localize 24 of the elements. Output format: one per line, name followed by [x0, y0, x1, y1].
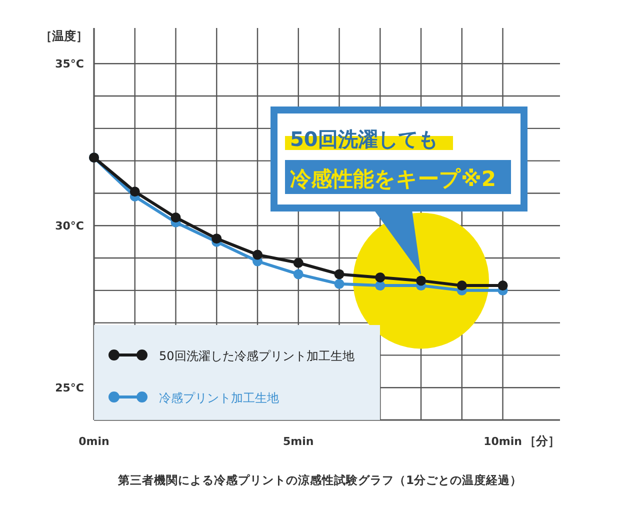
point [170, 212, 181, 223]
point [416, 276, 426, 286]
point [456, 280, 467, 291]
point [293, 269, 304, 280]
x-tick-label: 0min [78, 435, 110, 448]
x-axis-title: ［分］ [524, 434, 560, 448]
point [252, 250, 263, 260]
point [334, 278, 344, 289]
x-tick-label: 5min [283, 435, 314, 448]
point [130, 186, 140, 197]
legend-label: 冷感プリント加工生地 [159, 391, 279, 405]
y-tick-label: 25°C [55, 382, 84, 395]
legend-label: 50回洗濯した冷感プリント加工生地 [159, 349, 354, 363]
point [334, 269, 344, 280]
x-tick-label: 10min [484, 435, 522, 448]
point [498, 280, 508, 291]
point [212, 234, 222, 244]
annotation: 冷感性能をキープ※2 [290, 167, 496, 191]
y-tick-label: 30°C [55, 220, 84, 233]
y-tick-label: 35°C [55, 58, 84, 71]
y-axis-title: ［温度］ [40, 29, 88, 43]
point [293, 258, 304, 268]
point [375, 272, 386, 282]
text: 第三者機関による冷感プリントの涼感性試験グラフ（1分ごとの温度経過） [116, 473, 522, 487]
